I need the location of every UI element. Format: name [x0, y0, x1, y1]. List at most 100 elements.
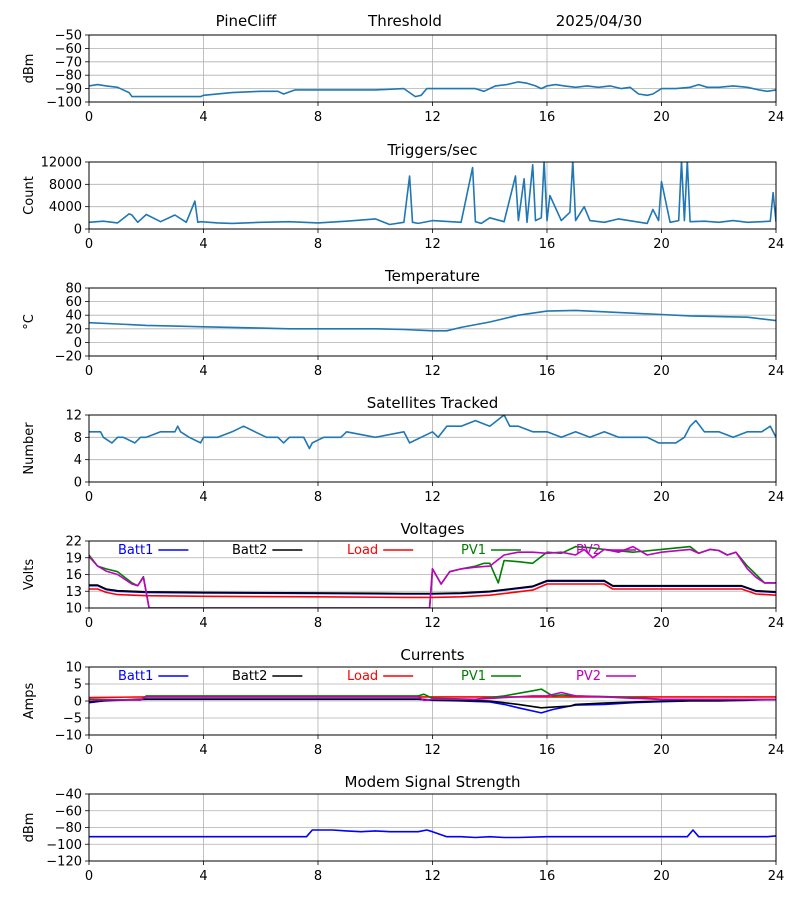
series-line — [89, 81, 776, 98]
chart-title: Satellites Tracked — [367, 394, 498, 412]
y-axis-label: Amps — [22, 682, 37, 719]
x-tick-label: 20 — [653, 490, 670, 505]
x-tick-label: 4 — [199, 616, 207, 631]
x-tick-label: 16 — [539, 616, 556, 631]
y-tick-label: 80 — [65, 282, 82, 297]
y-tick-label: −40 — [55, 788, 82, 803]
y-axis-label: Number — [22, 422, 37, 475]
x-tick-label: 24 — [768, 743, 785, 758]
x-tick-label: 0 — [85, 616, 93, 631]
x-tick-label: 8 — [314, 237, 322, 252]
series-line — [89, 415, 776, 450]
x-tick-label: 16 — [539, 364, 556, 379]
header-station: PineCliff — [216, 12, 277, 30]
x-tick-label: 4 — [199, 869, 207, 884]
chart-panel-3: 0 4 8 12 16 20 24 0 4 8 12 Satellites Tracked Number — [22, 394, 784, 505]
x-tick-label: 0 — [85, 743, 93, 758]
x-tick-label: 12 — [424, 743, 441, 758]
y-tick-label: 12 — [65, 409, 82, 424]
series-line — [89, 162, 776, 226]
x-tick-label: 12 — [424, 616, 441, 631]
y-tick-label: 12000 — [41, 156, 82, 171]
x-tick-label: 24 — [768, 869, 785, 884]
x-tick-label: 0 — [85, 364, 93, 379]
y-tick-label: 0 — [74, 223, 82, 238]
y-tick-label: 0 — [74, 695, 82, 710]
x-tick-label: 20 — [653, 110, 670, 125]
x-tick-label: 24 — [768, 490, 785, 505]
x-tick-label: 24 — [768, 616, 785, 631]
x-tick-label: 24 — [768, 364, 785, 379]
y-tick-label: −100 — [46, 96, 82, 111]
y-tick-label: 40 — [65, 309, 82, 324]
x-tick-label: 8 — [314, 743, 322, 758]
y-axis-label: Count — [22, 176, 37, 215]
x-tick-label: 24 — [768, 110, 785, 125]
x-tick-label: 20 — [653, 237, 670, 252]
x-tick-label: 8 — [314, 110, 322, 125]
y-tick-label: −60 — [55, 804, 82, 819]
chart-title: Modem Signal Strength — [345, 773, 521, 791]
x-tick-label: 12 — [424, 364, 441, 379]
x-tick-label: 8 — [314, 364, 322, 379]
x-tick-label: 16 — [539, 110, 556, 125]
y-tick-label: −10 — [55, 729, 82, 744]
y-tick-label: 13 — [65, 585, 82, 600]
chart-panel-5: 0 4 8 12 16 20 24 −10 −5 0 5 10 Currents Amps Batt1 Bat… — [22, 646, 784, 758]
legend-label-load: Load — [347, 669, 378, 684]
x-tick-label: 0 — [85, 110, 93, 125]
legend-label-batt2: Batt2 — [232, 543, 267, 558]
y-tick-label: −20 — [55, 350, 82, 365]
x-tick-label: 0 — [85, 869, 93, 884]
legend-label-pv1: PV1 — [461, 543, 486, 558]
y-tick-label: −90 — [55, 82, 82, 97]
chart-title: Currents — [400, 646, 464, 664]
y-tick-label: −80 — [55, 821, 82, 836]
y-tick-label: 4000 — [49, 200, 82, 215]
y-tick-label: −80 — [55, 69, 82, 84]
series-line-batt2 — [89, 698, 776, 709]
y-tick-label: −70 — [55, 55, 82, 70]
header-date: 2025/04/30 — [556, 12, 642, 30]
x-tick-label: 16 — [539, 490, 556, 505]
y-tick-label: 60 — [65, 295, 82, 310]
x-tick-label: 20 — [653, 616, 670, 631]
x-tick-label: 4 — [199, 490, 207, 505]
y-tick-label: 0 — [74, 336, 82, 351]
y-tick-label: 8 — [74, 431, 82, 446]
legend-label-load: Load — [347, 543, 378, 558]
y-tick-label: −120 — [46, 855, 82, 870]
series-line-pv2 — [89, 545, 776, 608]
x-tick-label: 12 — [424, 237, 441, 252]
x-tick-label: 8 — [314, 869, 322, 884]
y-tick-label: −60 — [55, 42, 82, 57]
x-tick-label: 12 — [424, 490, 441, 505]
series-line-pv2 — [89, 691, 776, 702]
x-tick-label: 20 — [653, 869, 670, 884]
legend-label-pv2: PV2 — [576, 669, 601, 684]
x-tick-label: 0 — [85, 237, 93, 252]
x-tick-label: 8 — [314, 490, 322, 505]
x-tick-label: 4 — [199, 743, 207, 758]
x-tick-label: 0 — [85, 490, 93, 505]
x-tick-label: 20 — [653, 743, 670, 758]
y-tick-label: 10 — [65, 602, 82, 617]
x-tick-label: 16 — [539, 743, 556, 758]
series-line-batt2 — [89, 579, 776, 595]
x-tick-label: 20 — [653, 364, 670, 379]
x-tick-label: 12 — [424, 869, 441, 884]
y-axis-label: °C — [22, 314, 37, 330]
y-axis-label: dBm — [22, 813, 37, 843]
legend-label-pv1: PV1 — [461, 669, 486, 684]
x-tick-label: 12 — [424, 110, 441, 125]
y-tick-label: 5 — [74, 678, 82, 693]
x-tick-label: 16 — [539, 869, 556, 884]
x-tick-label: 4 — [199, 110, 207, 125]
y-tick-label: −100 — [46, 838, 82, 853]
chart-title: Triggers/sec — [387, 141, 478, 159]
x-tick-label: 4 — [199, 237, 207, 252]
